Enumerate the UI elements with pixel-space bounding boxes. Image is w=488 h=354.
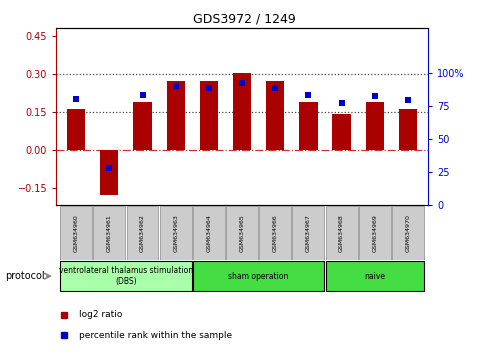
Bar bbox=[100, 150, 118, 195]
Point bbox=[72, 96, 80, 102]
Text: GSM634969: GSM634969 bbox=[371, 214, 377, 252]
FancyBboxPatch shape bbox=[160, 206, 191, 259]
FancyBboxPatch shape bbox=[358, 206, 390, 259]
Text: GSM634961: GSM634961 bbox=[106, 214, 112, 252]
FancyBboxPatch shape bbox=[325, 206, 357, 259]
Point bbox=[271, 86, 279, 91]
FancyBboxPatch shape bbox=[391, 206, 423, 259]
Text: GDS3972 / 1249: GDS3972 / 1249 bbox=[193, 12, 295, 25]
Text: GSM634970: GSM634970 bbox=[405, 214, 409, 252]
Bar bbox=[67, 109, 85, 150]
Text: GSM634968: GSM634968 bbox=[338, 214, 344, 252]
Bar bbox=[332, 114, 350, 150]
Text: GSM634960: GSM634960 bbox=[74, 214, 79, 252]
FancyBboxPatch shape bbox=[193, 261, 324, 291]
FancyBboxPatch shape bbox=[93, 206, 125, 259]
FancyBboxPatch shape bbox=[60, 206, 92, 259]
Point bbox=[138, 92, 146, 98]
Bar bbox=[365, 102, 383, 150]
Text: GSM634967: GSM634967 bbox=[305, 214, 310, 252]
Bar bbox=[199, 81, 218, 150]
Text: GSM634964: GSM634964 bbox=[206, 214, 211, 252]
Bar bbox=[166, 81, 184, 150]
FancyBboxPatch shape bbox=[325, 261, 423, 291]
Text: protocol: protocol bbox=[5, 271, 44, 281]
Text: percentile rank within the sample: percentile rank within the sample bbox=[79, 331, 231, 340]
Text: ventrolateral thalamus stimulation
(DBS): ventrolateral thalamus stimulation (DBS) bbox=[59, 267, 193, 286]
Text: sham operation: sham operation bbox=[228, 272, 288, 281]
Text: log2 ratio: log2 ratio bbox=[79, 310, 122, 319]
Bar bbox=[299, 102, 317, 150]
Bar bbox=[133, 102, 151, 150]
Text: GSM634962: GSM634962 bbox=[140, 214, 145, 252]
FancyBboxPatch shape bbox=[193, 206, 224, 259]
Bar bbox=[265, 81, 284, 150]
FancyBboxPatch shape bbox=[259, 206, 290, 259]
Text: GSM634966: GSM634966 bbox=[272, 214, 277, 252]
FancyBboxPatch shape bbox=[60, 261, 191, 291]
Point bbox=[204, 86, 212, 91]
Point bbox=[403, 98, 411, 103]
Text: GSM634965: GSM634965 bbox=[239, 214, 244, 252]
FancyBboxPatch shape bbox=[126, 206, 158, 259]
Point bbox=[171, 83, 179, 88]
FancyBboxPatch shape bbox=[292, 206, 324, 259]
Bar bbox=[398, 109, 416, 150]
Point bbox=[370, 93, 378, 99]
Point bbox=[304, 92, 312, 98]
FancyBboxPatch shape bbox=[225, 206, 258, 259]
Point bbox=[105, 165, 113, 171]
Point bbox=[238, 80, 245, 86]
Point bbox=[337, 100, 345, 106]
Bar bbox=[232, 73, 251, 150]
Text: naive: naive bbox=[364, 272, 385, 281]
Text: GSM634963: GSM634963 bbox=[173, 214, 178, 252]
